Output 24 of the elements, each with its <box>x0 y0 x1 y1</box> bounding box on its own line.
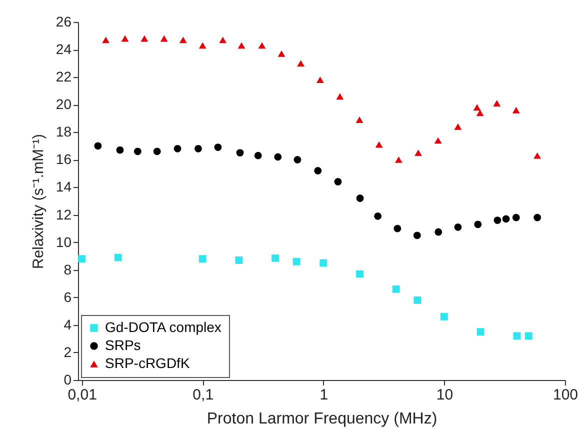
y-axis-title: Relaxivity (s⁻¹.mM⁻¹) <box>30 134 47 269</box>
y-tick-label: 20 <box>56 96 72 112</box>
legend-label: Gd-DOTA complex <box>105 319 222 335</box>
y-tick-label: 2 <box>64 344 72 360</box>
legend-label: SRPs <box>105 337 141 353</box>
x-tick-label: 1 <box>320 386 328 404</box>
y-tick-label: 8 <box>64 261 72 278</box>
x-tick-label: 100 <box>552 386 578 404</box>
y-tick-label: 26 <box>56 14 72 30</box>
y-tick-label: 10 <box>56 234 72 250</box>
x-tick-label: 0,1 <box>192 386 214 404</box>
y-tick-label: 14 <box>56 178 72 195</box>
y-tick-label: 24 <box>56 41 72 58</box>
y-tick-label: 18 <box>56 124 72 140</box>
y-tick-label: 6 <box>64 288 72 305</box>
x-tick-label: 0,01 <box>68 386 97 404</box>
y-tick-label: 0 <box>64 372 72 388</box>
x-axis-title: Proton Larmor Frequency (MHz) <box>206 410 438 428</box>
y-tick-label: 22 <box>56 68 72 85</box>
y-tick-label: 12 <box>56 206 72 222</box>
x-tick-label: 10 <box>436 386 454 404</box>
legend-label: SRP-cRGDfK <box>105 355 190 371</box>
y-tick-label: 16 <box>56 151 72 168</box>
y-tick-label: 4 <box>64 316 72 332</box>
